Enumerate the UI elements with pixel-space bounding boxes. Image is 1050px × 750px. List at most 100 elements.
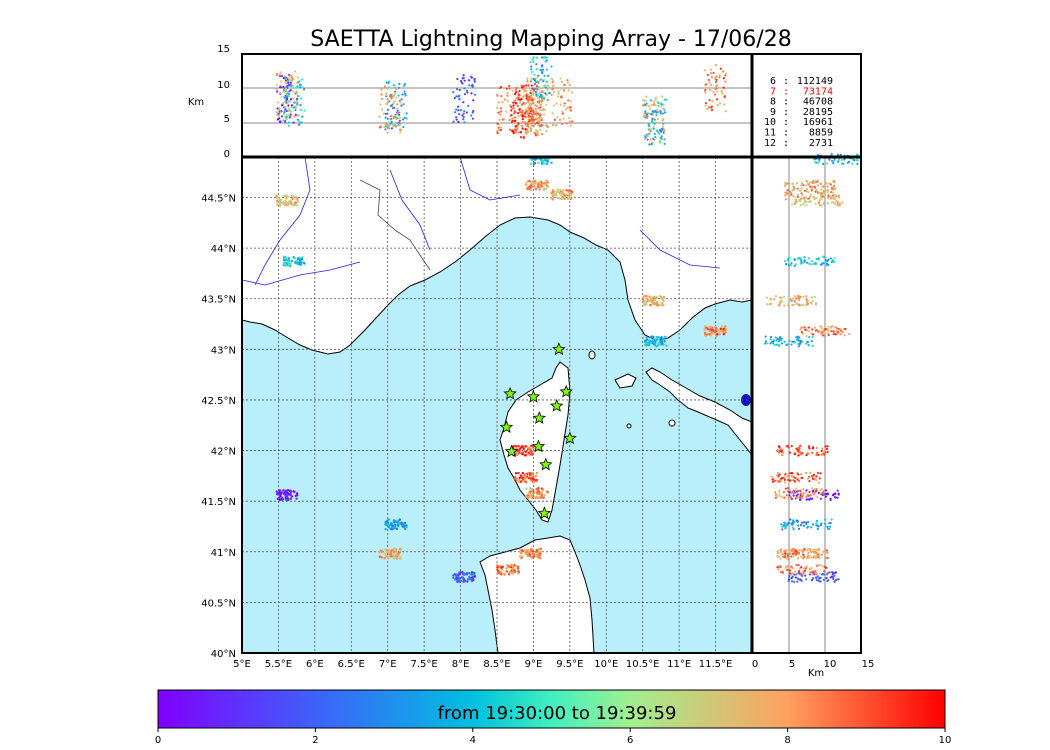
lightning-source-alt xyxy=(513,110,516,113)
lightning-source-alt xyxy=(282,77,286,80)
lightning-source-alt xyxy=(523,88,526,91)
lightning-source xyxy=(503,573,507,576)
lightning-source xyxy=(529,449,532,452)
lightning-source-alt xyxy=(719,67,722,70)
lightning-source-alt xyxy=(538,91,541,94)
lightning-source-side xyxy=(781,553,784,556)
lightning-source-side xyxy=(791,526,794,529)
lightning-source-alt xyxy=(533,73,536,76)
lightning-source-alt xyxy=(533,82,537,86)
lightning-source-side xyxy=(794,195,797,198)
lightning-source xyxy=(380,550,384,553)
lightning-source-side xyxy=(797,527,801,530)
lightning-source-side xyxy=(794,295,797,298)
lightning-source-side xyxy=(836,153,840,156)
lightning-source-alt xyxy=(548,91,551,95)
lightning-source-side xyxy=(812,195,815,198)
lightning-source-side xyxy=(821,447,824,450)
station-star-icon xyxy=(503,386,517,400)
lightning-source-alt xyxy=(287,114,290,118)
lightning-source-alt xyxy=(278,107,281,110)
lightning-source xyxy=(289,492,292,496)
lightning-source-alt xyxy=(534,133,537,136)
lightning-source-side xyxy=(820,487,824,490)
lightning-source-alt xyxy=(530,96,533,99)
lightning-source xyxy=(538,552,542,555)
lightning-source-alt xyxy=(498,118,501,122)
lightning-source-side xyxy=(788,256,791,259)
lightning-source-side xyxy=(810,189,813,192)
lightning-source-alt xyxy=(653,103,656,106)
lightning-source-side xyxy=(821,262,824,265)
lightning-source-alt xyxy=(644,136,647,139)
lightning-source xyxy=(545,162,549,166)
lightning-source-alt xyxy=(528,115,531,119)
lightning-source xyxy=(531,477,534,480)
lightning-source-side xyxy=(790,444,793,448)
lightning-source-side xyxy=(805,298,808,301)
lightning-source-alt xyxy=(663,138,666,141)
lightning-source xyxy=(276,200,279,203)
lightning-source-alt xyxy=(531,87,534,90)
lightning-source-side xyxy=(771,478,774,481)
lightning-source xyxy=(400,521,403,524)
lightning-source xyxy=(517,572,520,575)
lightning-source-alt xyxy=(537,96,540,99)
lightning-source-alt xyxy=(385,92,388,95)
lightning-source xyxy=(724,325,727,328)
lightning-source-side xyxy=(834,571,838,574)
lightning-source-alt xyxy=(657,132,660,135)
lightning-source xyxy=(711,332,714,335)
lightning-source xyxy=(470,571,474,574)
lightning-source-alt xyxy=(285,87,288,91)
lightning-source xyxy=(562,192,565,196)
lightning-source-alt xyxy=(514,99,517,102)
lightning-source-alt xyxy=(527,96,530,99)
lightning-source-side xyxy=(804,491,807,494)
lightning-source-side xyxy=(820,327,823,330)
lightning-source-alt xyxy=(515,121,518,125)
lightning-source xyxy=(708,330,712,333)
lightning-source xyxy=(289,497,292,500)
lightning-source-side xyxy=(779,565,782,568)
count-id: 11 xyxy=(764,128,776,139)
lightning-source-side xyxy=(817,201,820,204)
lightning-source-side xyxy=(813,295,816,299)
lightning-source-alt xyxy=(657,104,660,107)
lightning-source-alt xyxy=(526,77,529,80)
lightning-source-side xyxy=(826,556,829,560)
lightning-source-alt xyxy=(525,84,528,87)
lightning-source xyxy=(656,304,660,307)
lightning-source-side xyxy=(816,191,819,195)
lightning-source-side xyxy=(820,553,823,556)
lightning-source xyxy=(505,570,509,573)
lightning-source xyxy=(278,204,282,207)
lightning-source-alt xyxy=(385,102,388,106)
lightning-source-alt xyxy=(299,83,302,86)
lightning-source xyxy=(647,339,650,342)
lightning-source-alt xyxy=(287,104,290,107)
lightning-source-alt xyxy=(399,101,402,104)
lightning-source-side xyxy=(788,451,792,454)
lightning-source-side xyxy=(829,257,832,260)
lightning-source xyxy=(540,487,544,490)
lightning-source-side xyxy=(799,453,802,456)
lightning-source xyxy=(521,452,524,456)
lightning-source-side xyxy=(794,202,797,205)
lightning-source-alt xyxy=(386,131,389,134)
lightning-source-side xyxy=(784,477,787,480)
lat-tick-label: 42°N xyxy=(211,447,236,458)
lightning-source-alt xyxy=(544,124,547,127)
lightning-source xyxy=(517,480,520,484)
lightning-source-side xyxy=(833,202,836,205)
lightning-source xyxy=(658,303,662,306)
lightning-source-alt xyxy=(278,73,282,76)
lightning-source-side xyxy=(775,343,778,346)
lightning-source-alt xyxy=(715,75,718,78)
lightning-source xyxy=(287,257,291,260)
lightning-source-side xyxy=(803,201,806,204)
lightning-source-alt xyxy=(384,128,387,131)
lightning-source xyxy=(560,196,564,199)
lightning-source-alt xyxy=(530,124,533,127)
lightning-source xyxy=(537,183,540,186)
